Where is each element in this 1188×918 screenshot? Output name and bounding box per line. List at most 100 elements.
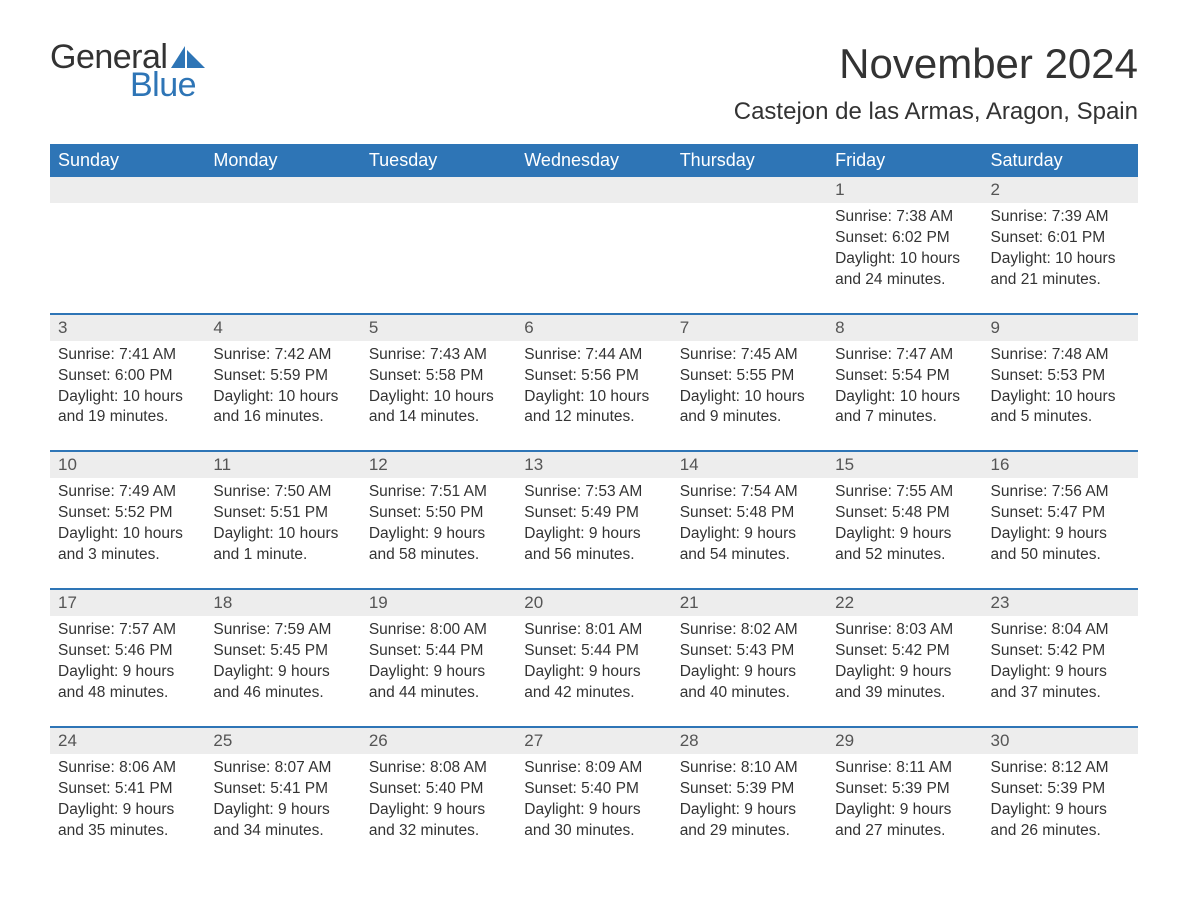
day-number: 16	[991, 455, 1010, 474]
day-number-cell: 23	[983, 589, 1138, 616]
day-number-cell: 26	[361, 727, 516, 754]
day-number-cell: 8	[827, 314, 982, 341]
week-daynum-row: 24252627282930	[50, 727, 1138, 754]
day-content-cell: Sunrise: 8:03 AMSunset: 5:42 PMDaylight:…	[827, 616, 982, 727]
day-header: Saturday	[983, 144, 1138, 177]
day-daylight: Daylight: 9 hours and 34 minutes.	[213, 800, 352, 842]
day-daylight: Daylight: 9 hours and 40 minutes.	[680, 662, 819, 704]
day-content-cell: Sunrise: 7:51 AMSunset: 5:50 PMDaylight:…	[361, 478, 516, 589]
day-number-cell: 25	[205, 727, 360, 754]
day-sunset: Sunset: 5:51 PM	[213, 503, 352, 524]
day-number-cell: 10	[50, 451, 205, 478]
day-number: 5	[369, 318, 378, 337]
day-daylight: Daylight: 9 hours and 44 minutes.	[369, 662, 508, 704]
day-sunset: Sunset: 5:46 PM	[58, 641, 197, 662]
day-number: 1	[835, 180, 844, 199]
day-daylight: Daylight: 9 hours and 46 minutes.	[213, 662, 352, 704]
day-sunrise: Sunrise: 8:04 AM	[991, 620, 1130, 641]
day-number-cell: 12	[361, 451, 516, 478]
day-header: Friday	[827, 144, 982, 177]
day-sunrise: Sunrise: 7:48 AM	[991, 345, 1130, 366]
day-number-cell: 2	[983, 177, 1138, 203]
day-header: Thursday	[672, 144, 827, 177]
week-content-row: Sunrise: 7:41 AMSunset: 6:00 PMDaylight:…	[50, 341, 1138, 452]
day-number-cell: 22	[827, 589, 982, 616]
day-number: 3	[58, 318, 67, 337]
day-content-cell: Sunrise: 7:43 AMSunset: 5:58 PMDaylight:…	[361, 341, 516, 452]
day-daylight: Daylight: 10 hours and 21 minutes.	[991, 249, 1130, 291]
day-number-cell: 28	[672, 727, 827, 754]
day-content-cell	[516, 203, 671, 314]
day-sunrise: Sunrise: 7:47 AM	[835, 345, 974, 366]
day-content-cell	[361, 203, 516, 314]
day-header: Tuesday	[361, 144, 516, 177]
day-daylight: Daylight: 10 hours and 14 minutes.	[369, 387, 508, 429]
day-sunset: Sunset: 6:01 PM	[991, 228, 1130, 249]
day-sunset: Sunset: 5:39 PM	[991, 779, 1130, 800]
day-number-cell: 14	[672, 451, 827, 478]
day-sunrise: Sunrise: 7:57 AM	[58, 620, 197, 641]
day-number-cell: 6	[516, 314, 671, 341]
day-number: 24	[58, 731, 77, 750]
logo-text-blue: Blue	[130, 68, 205, 102]
day-sunset: Sunset: 6:00 PM	[58, 366, 197, 387]
day-number: 28	[680, 731, 699, 750]
day-sunrise: Sunrise: 8:08 AM	[369, 758, 508, 779]
day-number: 10	[58, 455, 77, 474]
day-content-cell: Sunrise: 7:56 AMSunset: 5:47 PMDaylight:…	[983, 478, 1138, 589]
week-content-row: Sunrise: 7:49 AMSunset: 5:52 PMDaylight:…	[50, 478, 1138, 589]
day-number-cell: 4	[205, 314, 360, 341]
day-number: 14	[680, 455, 699, 474]
day-number-cell: 18	[205, 589, 360, 616]
day-sunrise: Sunrise: 7:39 AM	[991, 207, 1130, 228]
day-daylight: Daylight: 9 hours and 32 minutes.	[369, 800, 508, 842]
day-number: 23	[991, 593, 1010, 612]
day-number-cell: 7	[672, 314, 827, 341]
day-sunrise: Sunrise: 8:01 AM	[524, 620, 663, 641]
day-number-cell	[516, 177, 671, 203]
day-sunset: Sunset: 5:44 PM	[369, 641, 508, 662]
day-number: 19	[369, 593, 388, 612]
day-number: 2	[991, 180, 1000, 199]
day-number-cell: 15	[827, 451, 982, 478]
day-sunset: Sunset: 5:54 PM	[835, 366, 974, 387]
day-content-cell: Sunrise: 8:04 AMSunset: 5:42 PMDaylight:…	[983, 616, 1138, 727]
day-content-cell: Sunrise: 7:41 AMSunset: 6:00 PMDaylight:…	[50, 341, 205, 452]
day-sunset: Sunset: 5:42 PM	[835, 641, 974, 662]
day-number: 4	[213, 318, 222, 337]
day-daylight: Daylight: 9 hours and 52 minutes.	[835, 524, 974, 566]
day-number: 29	[835, 731, 854, 750]
day-number: 21	[680, 593, 699, 612]
day-number-cell: 19	[361, 589, 516, 616]
day-sunrise: Sunrise: 7:42 AM	[213, 345, 352, 366]
day-content-cell	[50, 203, 205, 314]
day-number: 30	[991, 731, 1010, 750]
day-daylight: Daylight: 9 hours and 29 minutes.	[680, 800, 819, 842]
day-sunset: Sunset: 5:44 PM	[524, 641, 663, 662]
day-sunset: Sunset: 5:49 PM	[524, 503, 663, 524]
day-number: 20	[524, 593, 543, 612]
day-sunrise: Sunrise: 7:59 AM	[213, 620, 352, 641]
day-number: 18	[213, 593, 232, 612]
day-content-cell: Sunrise: 7:39 AMSunset: 6:01 PMDaylight:…	[983, 203, 1138, 314]
day-daylight: Daylight: 10 hours and 9 minutes.	[680, 387, 819, 429]
day-daylight: Daylight: 10 hours and 3 minutes.	[58, 524, 197, 566]
day-daylight: Daylight: 10 hours and 19 minutes.	[58, 387, 197, 429]
day-number: 12	[369, 455, 388, 474]
day-daylight: Daylight: 9 hours and 39 minutes.	[835, 662, 974, 704]
location: Castejon de las Armas, Aragon, Spain	[734, 98, 1138, 126]
week-content-row: Sunrise: 7:38 AMSunset: 6:02 PMDaylight:…	[50, 203, 1138, 314]
day-sunrise: Sunrise: 7:53 AM	[524, 482, 663, 503]
day-content-cell: Sunrise: 8:11 AMSunset: 5:39 PMDaylight:…	[827, 754, 982, 864]
day-sunset: Sunset: 5:55 PM	[680, 366, 819, 387]
day-number: 13	[524, 455, 543, 474]
day-number-cell: 5	[361, 314, 516, 341]
day-content-cell: Sunrise: 7:38 AMSunset: 6:02 PMDaylight:…	[827, 203, 982, 314]
day-daylight: Daylight: 9 hours and 54 minutes.	[680, 524, 819, 566]
day-daylight: Daylight: 9 hours and 30 minutes.	[524, 800, 663, 842]
day-daylight: Daylight: 9 hours and 37 minutes.	[991, 662, 1130, 704]
day-sunrise: Sunrise: 8:07 AM	[213, 758, 352, 779]
day-sunrise: Sunrise: 8:12 AM	[991, 758, 1130, 779]
day-sunset: Sunset: 5:56 PM	[524, 366, 663, 387]
day-daylight: Daylight: 10 hours and 1 minute.	[213, 524, 352, 566]
